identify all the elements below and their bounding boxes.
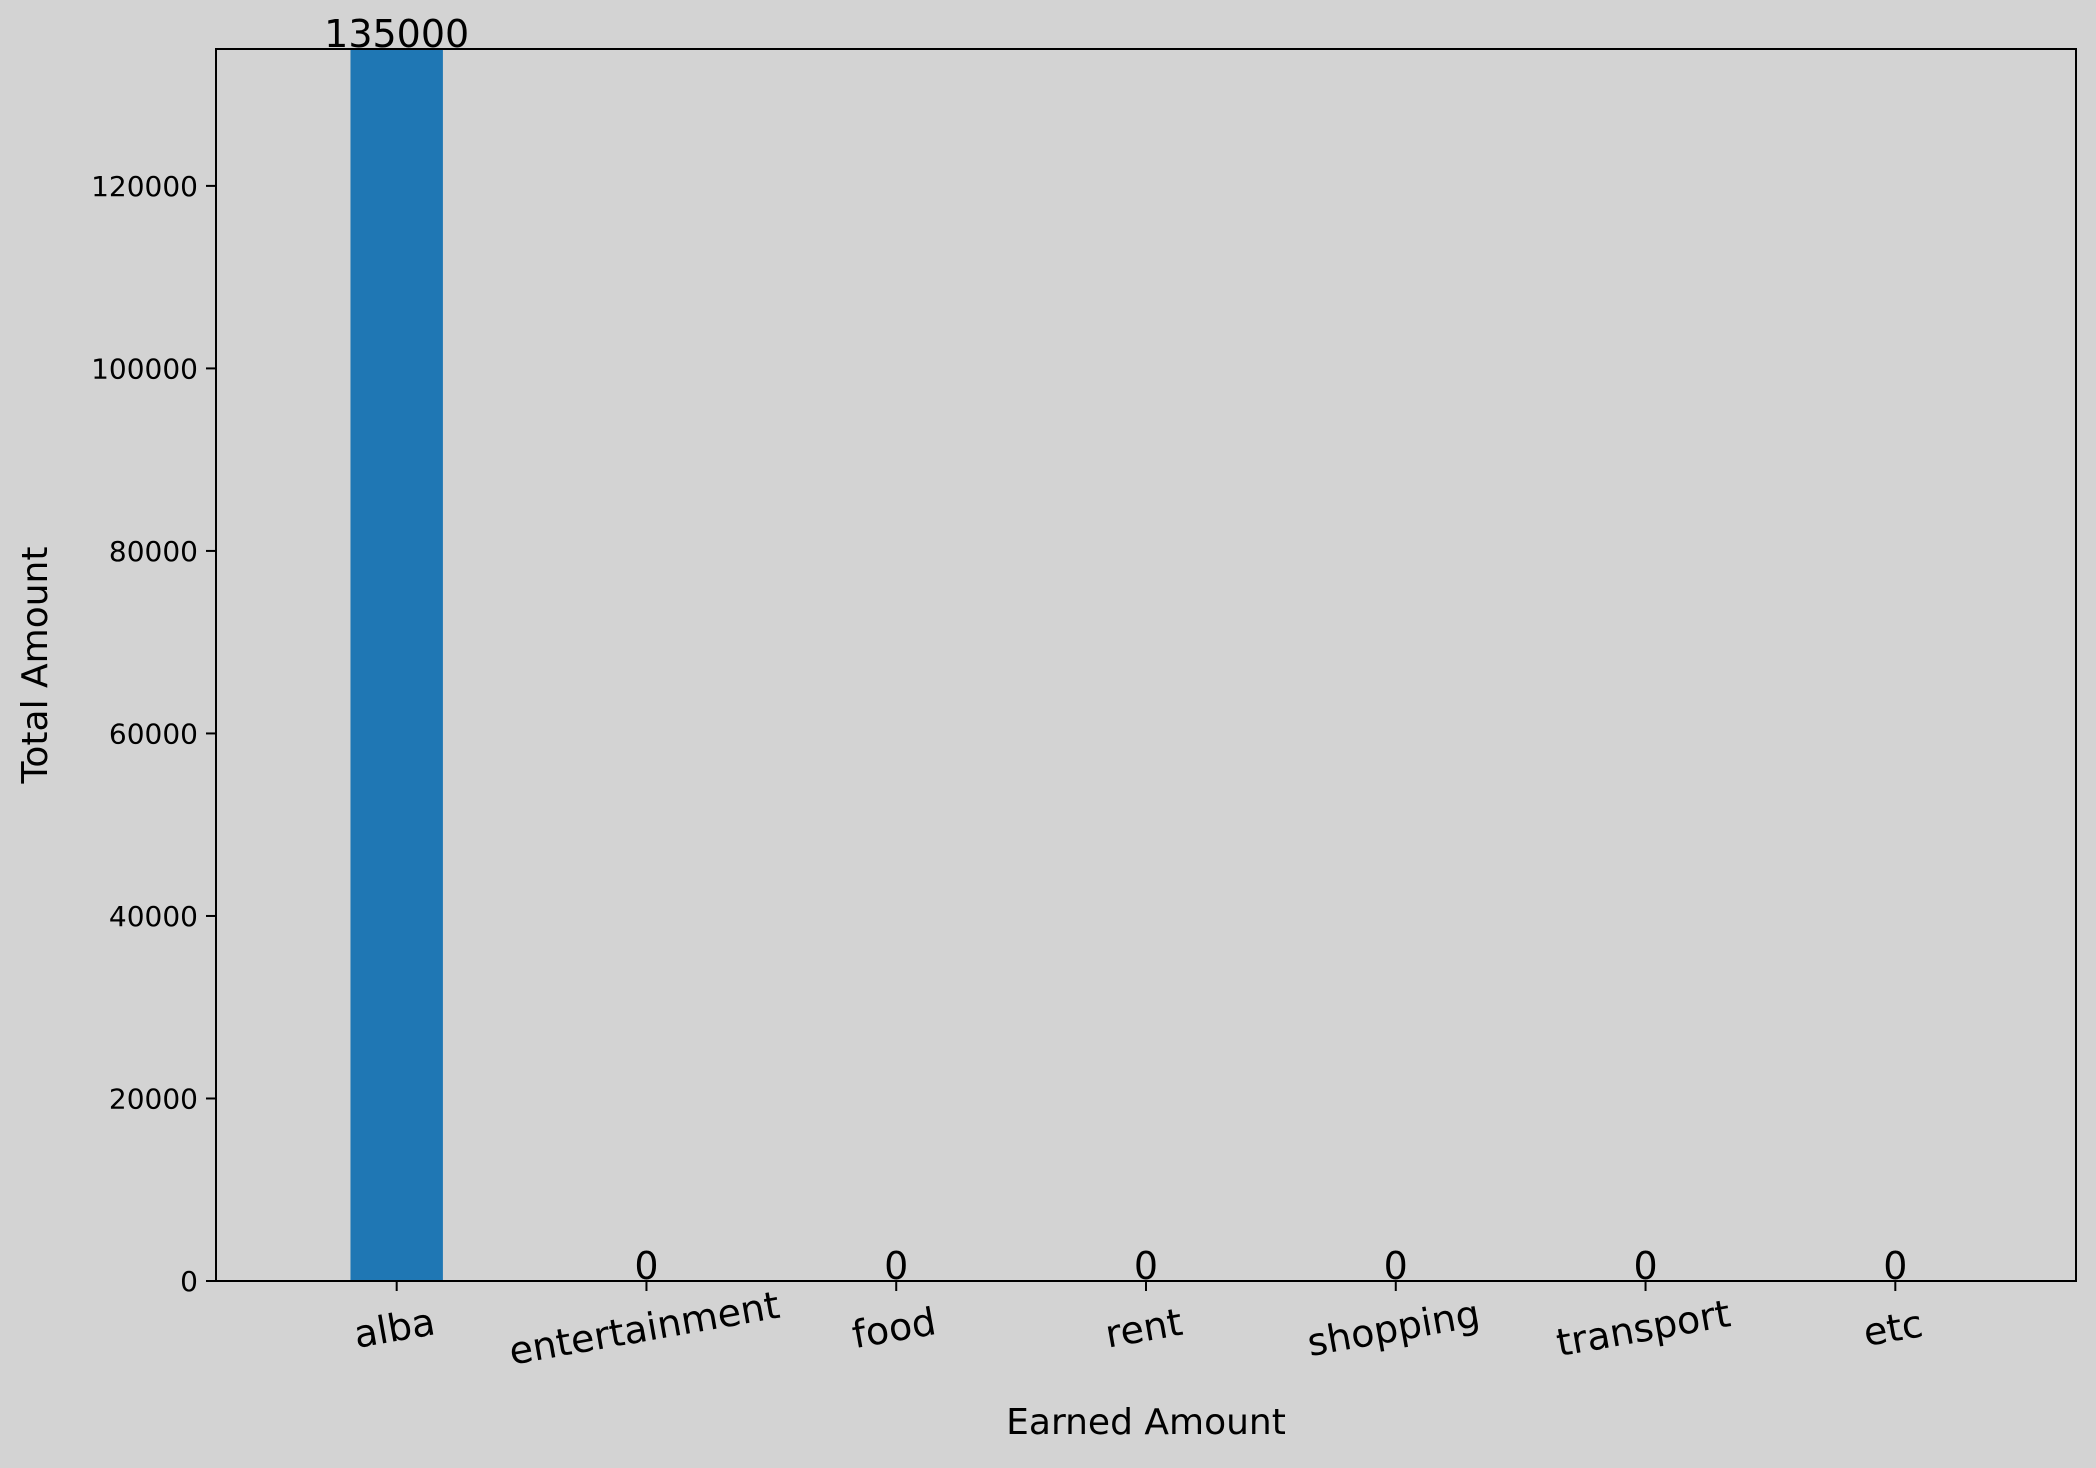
x-tick-label-alba: alba bbox=[351, 1299, 439, 1356]
x-tick-label-shopping: shopping bbox=[1304, 1291, 1483, 1365]
y-tick-label-120000: 120000 bbox=[91, 170, 198, 203]
x-tick-label-etc: etc bbox=[1860, 1301, 1926, 1355]
y-tick-label-40000: 40000 bbox=[109, 900, 198, 933]
y-tick-label-60000: 60000 bbox=[109, 717, 198, 750]
y-tick-label-0: 0 bbox=[180, 1265, 198, 1298]
bars-layer bbox=[350, 49, 443, 1281]
x-tick-label-entertainment: entertainment bbox=[506, 1283, 783, 1374]
y-tick-label-20000: 20000 bbox=[109, 1082, 198, 1115]
x-tick-label-rent: rent bbox=[1102, 1300, 1186, 1357]
plot-frame bbox=[215, 48, 2077, 1282]
x-axis-label: Earned Amount bbox=[1006, 1402, 1286, 1443]
x-tick-label-food: food bbox=[849, 1299, 939, 1357]
y-tick-label-80000: 80000 bbox=[109, 535, 198, 568]
bar-alba bbox=[350, 49, 443, 1281]
y-tick-label-100000: 100000 bbox=[91, 352, 198, 385]
plot-area bbox=[216, 49, 2076, 1281]
y-axis-label: Total Amount bbox=[15, 547, 56, 785]
x-tick-label-transport: transport bbox=[1553, 1291, 1734, 1365]
